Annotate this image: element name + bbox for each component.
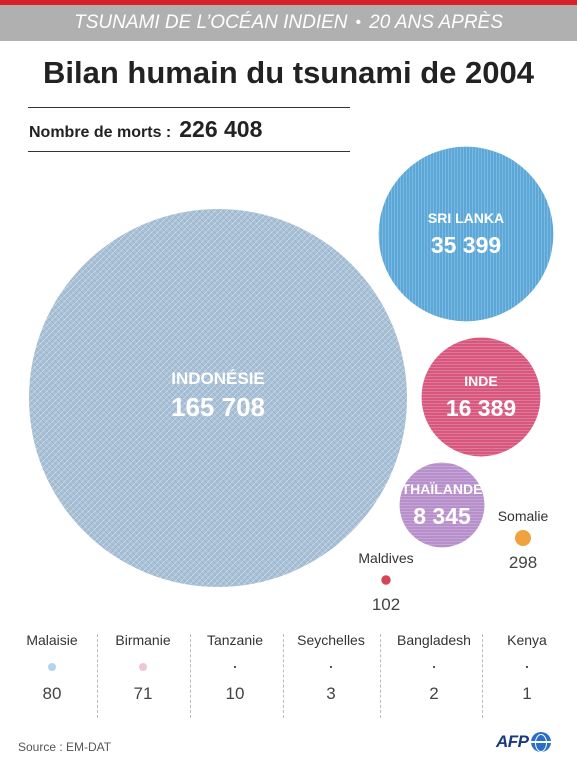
accent-line (0, 0, 577, 5)
bubble-texture-thailande (399, 462, 485, 548)
header-topic: TSUNAMI DE L’OCÉAN INDIEN (74, 12, 348, 33)
small-countries-row: Malaisie 80 Birmanie 71 Tanzanie 10 Seychelles… (0, 632, 577, 722)
bubble-value-thailande: 8 345 (413, 503, 471, 529)
small-country-bangladesh: Bangladesh 2 (388, 632, 480, 704)
bubble-value-indonesie: 165 708 (171, 392, 265, 422)
globe-icon (530, 732, 551, 752)
header-subtitle: 20 ANS APRÈS (369, 12, 503, 33)
column-divider (97, 634, 98, 718)
small-country-value-bangladesh: 2 (429, 684, 439, 703)
bubble-texture-indonesie (29, 209, 407, 587)
bubble-value-maldives: 102 (372, 595, 400, 614)
source-note: Source : EM-DAT (18, 740, 112, 754)
chart-title: Bilan humain du tsunami de 2004 (43, 55, 534, 90)
bubble-texture-sri-lanka (378, 146, 554, 322)
title-rule (28, 107, 350, 108)
bubble-tanzanie (233, 665, 237, 669)
column-divider (482, 634, 483, 718)
total-label: Nombre de morts : (29, 124, 172, 141)
small-country-name-bangladesh: Bangladesh (397, 632, 471, 648)
column-divider (190, 634, 191, 718)
small-country-value-kenya: 1 (522, 684, 532, 703)
bubble-label-maldives: Maldives (358, 550, 413, 566)
small-country-name-seychelles: Seychelles (297, 632, 365, 648)
total-value: 226 408 (179, 116, 263, 142)
bubble-label-thailande: THAÏLANDE (402, 481, 483, 497)
bubble-seychelles (329, 665, 333, 669)
total-rule (28, 151, 350, 152)
bubble-value-somalie: 298 (509, 553, 537, 572)
small-country-name-tanzanie: Tanzanie (206, 632, 264, 648)
bubble-chart: INDONÉSIE 165 708 SRI LANKA 35 399 INDE 16 38… (29, 146, 554, 614)
bubble-label-inde: INDE (464, 373, 497, 389)
small-country-seychelles: Seychelles 3 (285, 632, 377, 704)
bubble-bangladesh (432, 665, 436, 669)
small-country-name-kenya: Kenya (507, 632, 547, 648)
bubble-label-sri-lanka: SRI LANKA (428, 210, 504, 226)
small-country-malaisie: Malaisie 80 (6, 632, 98, 704)
small-country-kenya: Kenya 1 (481, 632, 573, 704)
small-country-name-malaisie: Malaisie (26, 632, 78, 648)
small-country-birmanie: Birmanie 71 (97, 632, 189, 704)
total-deaths: Nombre de morts : 226 408 (29, 116, 262, 143)
header-banner: TSUNAMI DE L’OCÉAN INDIEN • 20 ANS APRÈS (0, 5, 577, 41)
bubble-texture-inde (421, 337, 541, 457)
small-country-value-malaisie: 80 (42, 684, 62, 703)
afp-logo-text: AFP (496, 732, 529, 751)
header-separator: • (355, 14, 362, 31)
column-divider (380, 634, 381, 718)
small-country-value-seychelles: 3 (326, 684, 336, 703)
small-country-value-birmanie: 71 (133, 684, 153, 703)
bubble-label-somalie: Somalie (498, 508, 549, 524)
bubble-value-inde: 16 389 (446, 395, 516, 421)
small-country-tanzanie: Tanzanie 10 (189, 632, 281, 704)
bubble-birmanie (139, 663, 147, 671)
small-country-value-tanzanie: 10 (225, 684, 245, 703)
column-divider (283, 634, 284, 718)
bubble-value-sri-lanka: 35 399 (431, 232, 501, 258)
small-country-name-birmanie: Birmanie (115, 632, 171, 648)
bubble-kenya (525, 665, 529, 669)
bubble-somalie (514, 529, 532, 547)
bubble-malaisie (47, 662, 57, 672)
bubble-maldives (381, 575, 391, 585)
bubble-label-indonesie: INDONÉSIE (171, 369, 265, 388)
afp-logo: AFP (496, 732, 551, 752)
